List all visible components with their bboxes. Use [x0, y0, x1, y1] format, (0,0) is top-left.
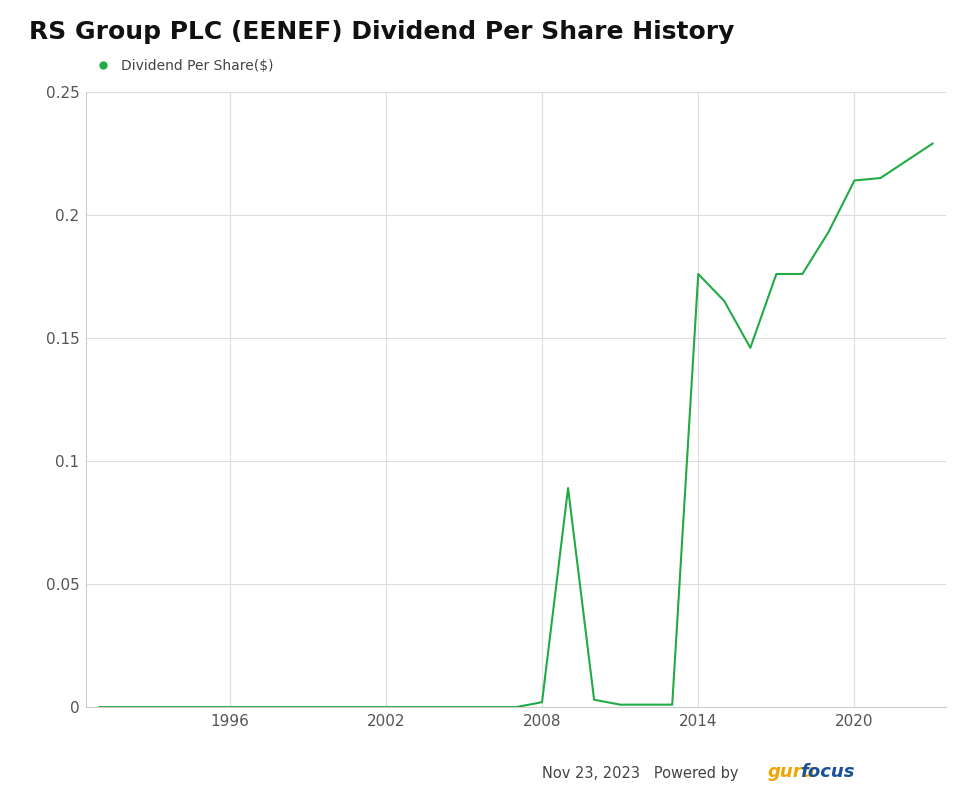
Text: RS Group PLC (EENEF) Dividend Per Share History: RS Group PLC (EENEF) Dividend Per Share …: [29, 20, 734, 44]
Legend: Dividend Per Share($): Dividend Per Share($): [89, 59, 274, 73]
Text: Nov 23, 2023   Powered by: Nov 23, 2023 Powered by: [542, 766, 744, 781]
Text: focus: focus: [800, 763, 854, 781]
Text: guru: guru: [768, 763, 815, 781]
